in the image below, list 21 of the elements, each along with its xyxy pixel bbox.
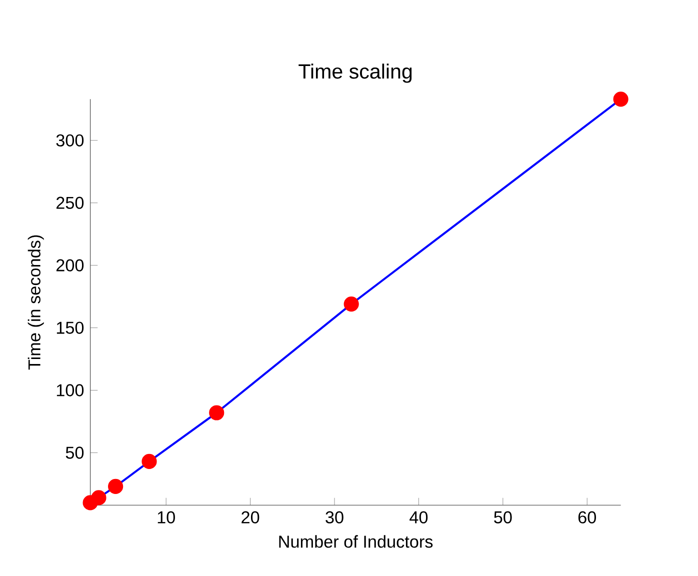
y-tick-label: 150 — [56, 322, 84, 334]
x-tick-label: 30 — [326, 511, 344, 524]
y-tick-label: 100 — [56, 384, 84, 396]
point — [142, 454, 157, 470]
x-tick-label: 60 — [578, 511, 596, 524]
x-tick-label: 20 — [242, 511, 260, 524]
point — [108, 478, 124, 494]
y-tick-label: 250 — [56, 196, 84, 209]
y-axis-title: Time (in seconds) — [28, 235, 44, 370]
x-tick-label: 10 — [158, 511, 175, 524]
point — [344, 296, 359, 312]
x-axis-title: Number of Inductors — [279, 535, 433, 548]
point — [91, 490, 106, 506]
x-tick-label: 50 — [494, 511, 512, 524]
x-tick-label: 40 — [410, 511, 428, 524]
chart-title: Time scaling — [298, 64, 412, 83]
y-tick-label: 200 — [56, 259, 84, 272]
point — [613, 92, 628, 107]
y-tick-label: 300 — [56, 134, 84, 146]
y-tick-label: 50 — [66, 446, 84, 459]
point — [209, 405, 224, 420]
